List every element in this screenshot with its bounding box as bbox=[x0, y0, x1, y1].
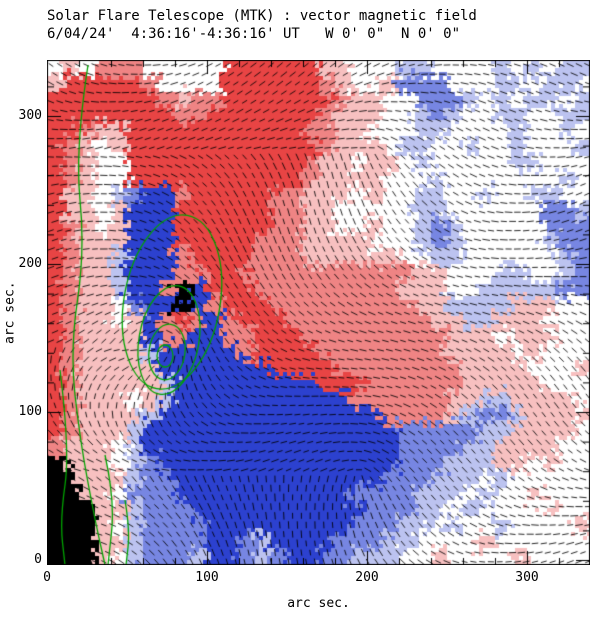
magnetogram-canvas bbox=[47, 60, 590, 565]
x-tick-label-200: 200 bbox=[355, 570, 379, 585]
plot-title: Solar Flare Telescope (MTK) : vector mag… bbox=[47, 8, 477, 24]
y-tick-label-200: 200 bbox=[18, 256, 42, 271]
y-tick-label-0: 0 bbox=[34, 552, 42, 567]
x-tick-label-100: 100 bbox=[195, 570, 219, 585]
y-tick-label-300: 300 bbox=[18, 108, 42, 123]
x-tick-label-0: 0 bbox=[43, 570, 51, 585]
plot-subtitle: 6/04/24' 4:36:16'-4:36:16' UT W 0' 0" N … bbox=[47, 26, 461, 42]
y-axis-label: arc sec. bbox=[2, 281, 18, 344]
x-tick-label-300: 300 bbox=[515, 570, 539, 585]
y-tick-label-100: 100 bbox=[18, 404, 42, 419]
x-axis-label: arc sec. bbox=[287, 596, 350, 611]
